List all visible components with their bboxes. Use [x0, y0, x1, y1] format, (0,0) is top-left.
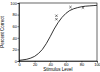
tick-label: 100 — [94, 62, 100, 67]
tick-label: 80 — [80, 62, 85, 67]
tick-mark — [18, 26, 20, 27]
tick: 20 — [13, 47, 19, 52]
tick-label: 0 — [18, 62, 21, 67]
y-axis-title: Percent Correct — [0, 15, 5, 47]
tick-label: 60 — [13, 24, 18, 29]
tick-label: 20 — [13, 47, 18, 52]
axis-line — [18, 4, 20, 62]
tick: 60 — [13, 24, 19, 29]
tick: 40 — [48, 61, 53, 67]
tick: 100 — [10, 1, 19, 6]
x-axis: 0 20 40 60 80 100 — [18, 61, 100, 67]
plot-area — [19, 5, 97, 60]
y-axis: 0 20 40 60 80 100 — [10, 1, 19, 64]
data-point — [55, 15, 57, 17]
tick-mark — [18, 38, 20, 39]
tick-mark — [18, 61, 20, 62]
tick: 0 — [18, 61, 21, 67]
tick: 40 — [13, 36, 19, 41]
chart: 020406080100020406080100Stimulus LevelPe… — [0, 0, 100, 72]
tick: 20 — [33, 61, 38, 67]
tick-label: 20 — [33, 62, 38, 67]
tick-label: 0 — [15, 59, 18, 64]
tick-label: 80 — [13, 12, 18, 17]
tick: 0 — [15, 59, 19, 64]
fit-line — [19, 5, 97, 60]
plot-frame — [19, 3, 97, 61]
tick-mark — [18, 49, 20, 50]
data-point — [69, 6, 71, 8]
tick-label: 100 — [10, 1, 17, 6]
tick-mark — [18, 15, 20, 16]
tick: 60 — [64, 61, 69, 67]
axis-line — [20, 62, 98, 63]
data-point — [55, 18, 57, 20]
tick-label: 40 — [13, 36, 18, 41]
tick: 80 — [13, 12, 19, 17]
tick: 80 — [80, 61, 85, 67]
tick: 100 — [94, 61, 100, 67]
x-axis-title: Stimulus Level — [43, 67, 72, 72]
data-point — [82, 6, 84, 8]
tick-mark — [18, 3, 20, 4]
